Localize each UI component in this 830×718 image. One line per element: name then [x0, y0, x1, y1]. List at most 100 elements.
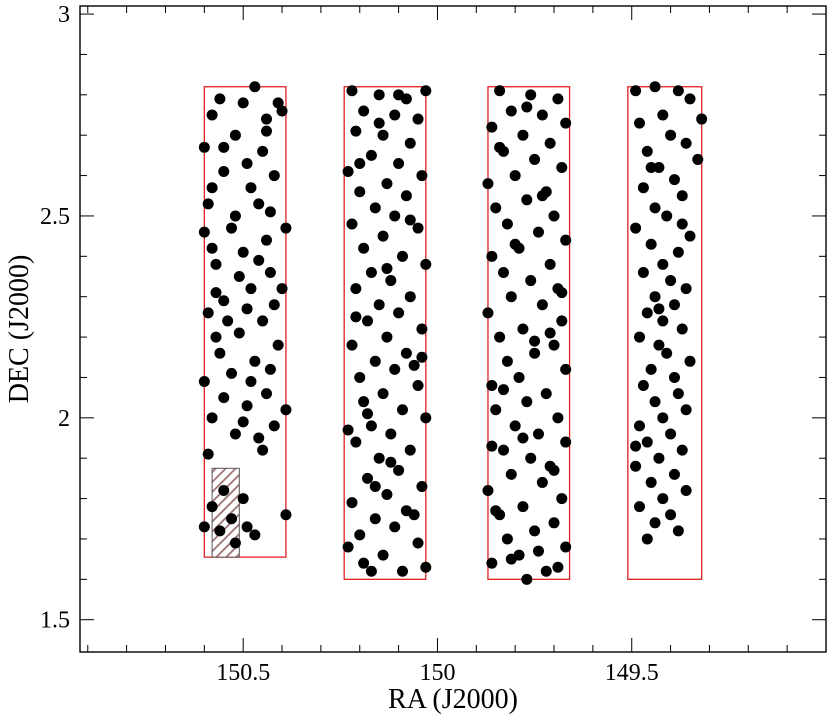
data-point [206, 501, 218, 513]
data-point [494, 141, 506, 153]
data-point [214, 525, 226, 537]
data-point [556, 162, 568, 173]
data-point [369, 513, 381, 525]
data-point [532, 428, 544, 440]
data-point [389, 109, 401, 121]
data-point [396, 250, 408, 262]
data-point [358, 557, 370, 569]
data-point [630, 460, 642, 472]
data-point [657, 315, 669, 327]
data-point [490, 505, 502, 517]
data-point [529, 525, 541, 537]
data-point [505, 105, 517, 117]
data-point [233, 327, 245, 339]
data-point [657, 412, 669, 424]
data-point [486, 121, 498, 133]
data-point [381, 178, 393, 190]
data-points [198, 81, 708, 585]
data-point [222, 315, 234, 327]
data-point [229, 210, 241, 222]
data-point [237, 493, 249, 505]
data-point [385, 456, 397, 468]
data-point [198, 141, 210, 153]
data-point [676, 323, 688, 335]
data-point [377, 230, 389, 242]
data-point [665, 275, 677, 287]
data-point [536, 299, 548, 311]
data-point [544, 258, 556, 270]
data-point [684, 230, 696, 242]
data-point [373, 117, 385, 129]
data-point [532, 226, 544, 238]
data-point [416, 480, 428, 492]
data-point [400, 347, 412, 359]
data-point [264, 206, 276, 218]
data-point [420, 258, 432, 270]
data-point [245, 375, 257, 387]
data-point [206, 242, 218, 254]
data-point [668, 468, 680, 480]
data-point [365, 149, 377, 161]
data-point [350, 436, 362, 448]
data-point [416, 170, 428, 182]
data-point [354, 529, 366, 541]
data-point [676, 444, 688, 456]
data-point [280, 222, 292, 234]
x-tick-label: 150.5 [216, 660, 270, 686]
data-point [486, 380, 498, 392]
data-point [529, 335, 541, 347]
data-point [684, 93, 696, 105]
data-point [342, 424, 354, 436]
data-point [253, 198, 265, 210]
data-point [389, 363, 401, 375]
data-point [672, 525, 684, 537]
data-point [229, 428, 241, 440]
x-tick-label: 150 [419, 660, 455, 686]
data-point [369, 202, 381, 214]
data-point [521, 194, 533, 206]
data-point [676, 218, 688, 230]
data-point [490, 404, 502, 416]
data-point [521, 573, 533, 585]
data-point [653, 452, 665, 464]
data-point [532, 545, 544, 557]
data-point [482, 178, 494, 190]
data-point [680, 485, 692, 496]
data-point [350, 311, 362, 323]
data-point [393, 464, 405, 476]
data-point [634, 501, 645, 513]
data-point [649, 202, 661, 214]
data-point [416, 323, 428, 335]
data-point [396, 404, 408, 416]
data-point [649, 396, 661, 408]
data-point [257, 315, 269, 327]
data-point [509, 420, 521, 432]
data-point [657, 109, 669, 121]
data-point [494, 85, 506, 97]
data-point [241, 400, 253, 412]
data-point [684, 355, 696, 367]
data-point [657, 493, 669, 505]
data-point [206, 412, 218, 424]
data-point [210, 331, 222, 343]
data-point [346, 85, 358, 97]
data-point [241, 521, 253, 533]
plot-frame [79, 5, 827, 653]
data-point [218, 166, 230, 178]
data-point [373, 299, 385, 311]
data-point [210, 258, 222, 270]
data-point [385, 428, 397, 440]
data-point [362, 472, 374, 484]
data-point [653, 162, 665, 173]
data-point [412, 222, 424, 234]
data-point [377, 129, 389, 141]
data-point [505, 468, 517, 480]
axes: 150.5 150 149.5 1.5 2 2.5 3 [40, 2, 827, 686]
data-point [482, 485, 494, 496]
data-point [494, 331, 506, 343]
y-tick-label: 2.5 [40, 204, 70, 230]
data-point [393, 157, 405, 169]
data-point [342, 541, 354, 553]
data-point [641, 307, 653, 319]
data-point [253, 432, 265, 444]
